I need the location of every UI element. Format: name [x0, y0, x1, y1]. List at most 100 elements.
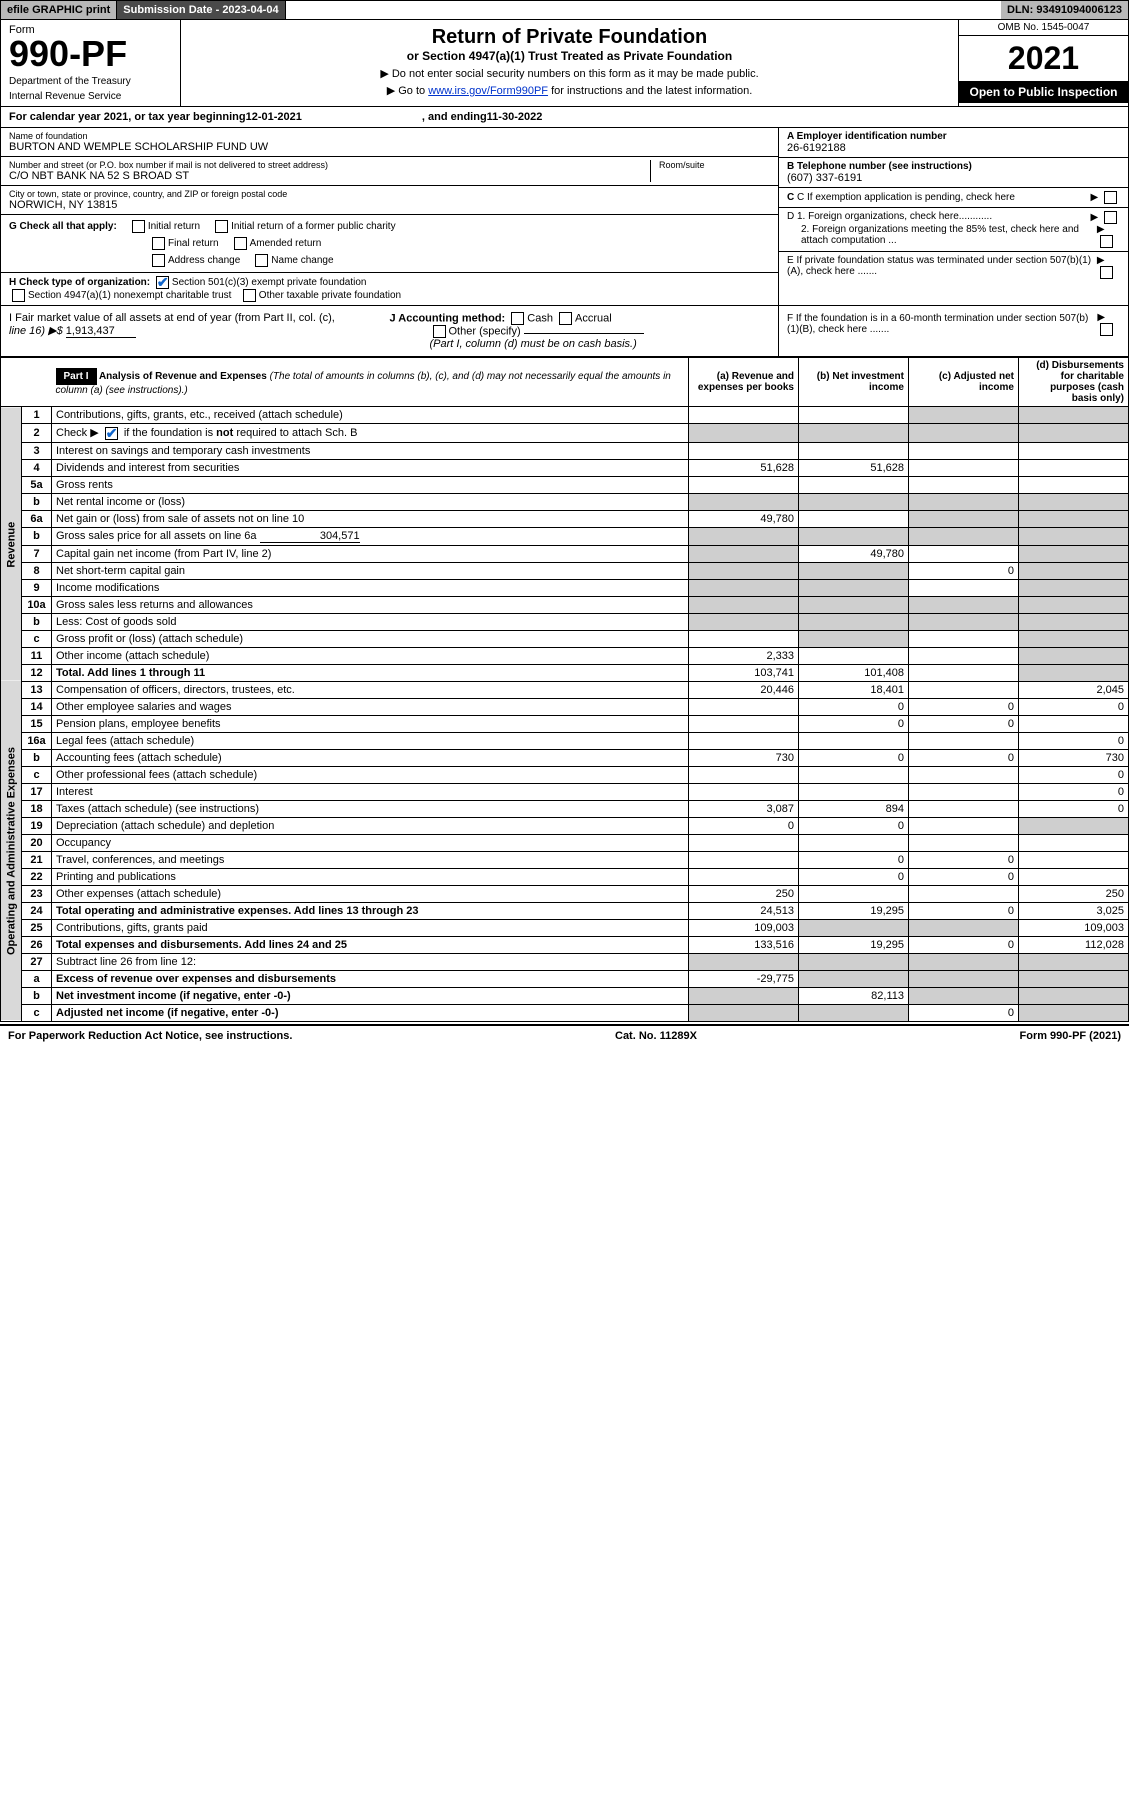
cell-d [1019, 715, 1129, 732]
phone-label: B Telephone number (see instructions) [787, 161, 972, 172]
table-row: cAdjusted net income (if negative, enter… [1, 1004, 1129, 1021]
chk-501c3[interactable] [156, 276, 169, 289]
chk-amended[interactable] [234, 237, 247, 250]
chk-sch-b[interactable] [105, 427, 118, 440]
chk-d2[interactable] [1100, 235, 1113, 248]
table-row: 16aLegal fees (attach schedule)0 [1, 732, 1129, 749]
cell-b [799, 953, 909, 970]
section-g: G Check all that apply: Initial return I… [1, 215, 778, 273]
cell-c: 0 [909, 902, 1019, 919]
chk-f[interactable] [1100, 323, 1113, 336]
row-desc: Gross rents [52, 476, 689, 493]
cell-d: 0 [1019, 766, 1129, 783]
table-row: 15Pension plans, employee benefits00 [1, 715, 1129, 732]
opt-accrual: Accrual [575, 312, 612, 324]
chk-name-change[interactable] [255, 254, 268, 267]
cell-a [689, 476, 799, 493]
cell-c [909, 732, 1019, 749]
cell-c [909, 800, 1019, 817]
chk-addr-change[interactable] [152, 254, 165, 267]
row-num: 13 [22, 681, 52, 698]
row-num: 26 [22, 936, 52, 953]
form-subtitle: or Section 4947(a)(1) Trust Treated as P… [187, 49, 952, 63]
cell-b: 19,295 [799, 902, 909, 919]
row-desc: Compensation of officers, directors, tru… [52, 681, 689, 698]
d2-label: 2. Foreign organizations meeting the 85%… [801, 224, 1097, 248]
table-row: 5aGross rents [1, 476, 1129, 493]
cell-d [1019, 596, 1129, 613]
row-desc: Other income (attach schedule) [52, 647, 689, 664]
cell-a [689, 766, 799, 783]
row-num: c [22, 630, 52, 647]
row-desc: Total expenses and disbursements. Add li… [52, 936, 689, 953]
cell-b [799, 476, 909, 493]
opt-amended: Amended return [250, 238, 322, 249]
cell-a [689, 698, 799, 715]
row-num: 3 [22, 442, 52, 459]
cell-b: 0 [799, 851, 909, 868]
footer-left: For Paperwork Reduction Act Notice, see … [8, 1030, 292, 1042]
table-row: 14Other employee salaries and wages000 [1, 698, 1129, 715]
table-row: 18Taxes (attach schedule) (see instructi… [1, 800, 1129, 817]
row-desc: Dividends and interest from securities [52, 459, 689, 476]
cell-d [1019, 545, 1129, 562]
table-row: bLess: Cost of goods sold [1, 613, 1129, 630]
chk-initial-return[interactable] [132, 220, 145, 233]
table-row: aExcess of revenue over expenses and dis… [1, 970, 1129, 987]
cell-c [909, 493, 1019, 510]
col-c-header: (c) Adjusted net income [909, 358, 1019, 407]
cell-b: 0 [799, 749, 909, 766]
table-row: bNet rental income or (loss) [1, 493, 1129, 510]
chk-e[interactable] [1100, 266, 1113, 279]
foundation-address: C/O NBT BANK NA 52 S BROAD ST [9, 170, 650, 182]
row-desc: Gross profit or (loss) (attach schedule) [52, 630, 689, 647]
cell-c: 0 [909, 562, 1019, 579]
row-num: b [22, 527, 52, 545]
cell-c [909, 987, 1019, 1004]
cell-b: 0 [799, 817, 909, 834]
row-num: 14 [22, 698, 52, 715]
col-a-header: (a) Revenue and expenses per books [689, 358, 799, 407]
cell-b: 894 [799, 800, 909, 817]
cell-b [799, 493, 909, 510]
chk-cash[interactable] [511, 312, 524, 325]
cell-c: 0 [909, 936, 1019, 953]
cal-begin: 12-01-2021 [246, 111, 302, 123]
chk-final[interactable] [152, 237, 165, 250]
irs-link[interactable]: www.irs.gov/Form990PF [428, 85, 548, 97]
cell-a: 20,446 [689, 681, 799, 698]
col-b-header: (b) Net investment income [799, 358, 909, 407]
chk-initial-public[interactable] [215, 220, 228, 233]
table-row: bAccounting fees (attach schedule)730007… [1, 749, 1129, 766]
chk-other-tax[interactable] [243, 289, 256, 302]
irs-label: Internal Revenue Service [9, 91, 172, 102]
j-note: (Part I, column (d) must be on cash basi… [430, 338, 637, 350]
chk-other-method[interactable] [433, 325, 446, 338]
addr-label: Number and street (or P.O. box number if… [9, 160, 650, 170]
chk-accrual[interactable] [559, 312, 572, 325]
row-num: b [22, 749, 52, 766]
cell-a: 250 [689, 885, 799, 902]
row-desc: Other professional fees (attach schedule… [52, 766, 689, 783]
cell-c [909, 953, 1019, 970]
cell-a: 133,516 [689, 936, 799, 953]
cell-c [909, 647, 1019, 664]
cal-end: 11-30-2022 [487, 111, 543, 123]
row-num: 16a [22, 732, 52, 749]
opt-other-method: Other (specify) [449, 325, 521, 337]
chk-4947[interactable] [12, 289, 25, 302]
cell-a [689, 493, 799, 510]
table-row: 19Depreciation (attach schedule) and dep… [1, 817, 1129, 834]
row-desc: Excess of revenue over expenses and disb… [52, 970, 689, 987]
table-row: 12Total. Add lines 1 through 11103,74110… [1, 664, 1129, 681]
table-row: 23Other expenses (attach schedule)250250 [1, 885, 1129, 902]
cell-d [1019, 424, 1129, 443]
part1-table: Part I Analysis of Revenue and Expenses … [0, 357, 1129, 1022]
calendar-year-row: For calendar year 2021, or tax year begi… [0, 107, 1129, 128]
chk-c[interactable] [1104, 191, 1117, 204]
i-line-label: line 16) ▶$ [9, 325, 66, 337]
foundation-city: NORWICH, NY 13815 [9, 199, 770, 211]
cell-c [909, 527, 1019, 545]
chk-d1[interactable] [1104, 211, 1117, 224]
cell-a [689, 562, 799, 579]
